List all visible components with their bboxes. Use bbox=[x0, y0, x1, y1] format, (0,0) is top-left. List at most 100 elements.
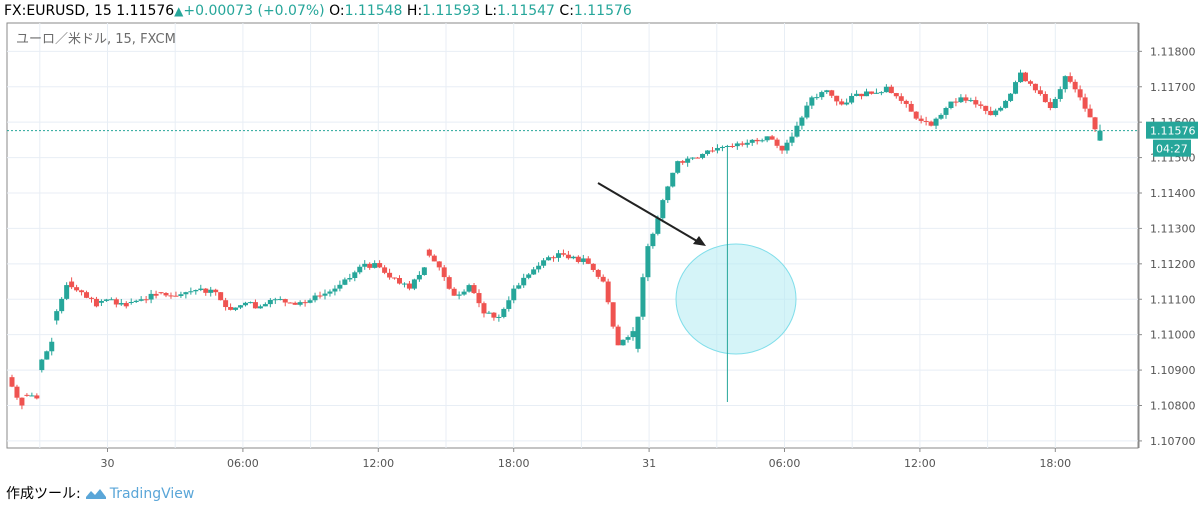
candle-body[interactable] bbox=[630, 331, 636, 338]
candle-body[interactable] bbox=[670, 172, 676, 187]
candle-body[interactable] bbox=[1013, 82, 1019, 94]
symbol-label[interactable]: FX:EURUSD, 15 bbox=[4, 3, 112, 19]
candle-body[interactable] bbox=[769, 136, 775, 140]
candle-body[interactable] bbox=[451, 288, 457, 296]
candle-body[interactable] bbox=[794, 125, 800, 137]
candle-body[interactable] bbox=[392, 277, 398, 279]
candle-body[interactable] bbox=[968, 100, 974, 102]
candle-body[interactable] bbox=[625, 337, 631, 340]
candle-body[interactable] bbox=[739, 143, 745, 145]
candle-body[interactable] bbox=[620, 339, 626, 346]
candle-body[interactable] bbox=[595, 269, 601, 277]
candle-body[interactable] bbox=[372, 263, 378, 268]
candle-body[interactable] bbox=[1057, 89, 1063, 99]
candle-body[interactable] bbox=[297, 302, 303, 305]
candle-body[interactable] bbox=[491, 312, 497, 318]
candle-body[interactable] bbox=[267, 299, 273, 305]
candle-body[interactable] bbox=[158, 292, 164, 294]
candle-body[interactable] bbox=[759, 140, 765, 142]
candle-body[interactable] bbox=[555, 253, 561, 258]
candle-body[interactable] bbox=[193, 290, 199, 292]
candle-body[interactable] bbox=[898, 96, 904, 101]
candle-body[interactable] bbox=[401, 283, 407, 285]
candle-body[interactable] bbox=[953, 101, 959, 103]
candle-body[interactable] bbox=[247, 302, 253, 304]
candle-body[interactable] bbox=[854, 93, 860, 96]
candle-body[interactable] bbox=[585, 258, 591, 264]
candle-body[interactable] bbox=[1018, 72, 1024, 83]
candle-body[interactable] bbox=[665, 186, 671, 201]
candle-body[interactable] bbox=[600, 276, 606, 282]
candle-body[interactable] bbox=[461, 291, 467, 295]
candle-body[interactable] bbox=[406, 283, 412, 289]
candle-body[interactable] bbox=[138, 299, 144, 301]
candle-body[interactable] bbox=[128, 302, 134, 304]
candle-body[interactable] bbox=[506, 300, 512, 309]
candle-body[interactable] bbox=[873, 92, 879, 94]
candle-body[interactable] bbox=[888, 86, 894, 94]
candle-body[interactable] bbox=[19, 397, 25, 406]
candle-body[interactable] bbox=[466, 285, 472, 292]
candle-body[interactable] bbox=[729, 146, 735, 148]
candle-body[interactable] bbox=[84, 292, 90, 298]
candle-body[interactable] bbox=[1052, 98, 1058, 108]
candle-body[interactable] bbox=[680, 161, 686, 163]
candle-body[interactable] bbox=[615, 326, 621, 346]
candle-body[interactable] bbox=[635, 316, 641, 349]
candle-body[interactable] bbox=[14, 386, 20, 398]
candle-body[interactable] bbox=[819, 92, 825, 98]
candle-body[interactable] bbox=[640, 277, 646, 317]
candle-body[interactable] bbox=[24, 394, 30, 396]
candle-body[interactable] bbox=[744, 142, 750, 145]
candle-body[interactable] bbox=[918, 118, 924, 121]
candle-body[interactable] bbox=[933, 118, 939, 126]
candle-body[interactable] bbox=[54, 311, 60, 321]
candle-body[interactable] bbox=[511, 288, 517, 301]
candle-body[interactable] bbox=[1097, 130, 1103, 141]
candle-body[interactable] bbox=[471, 285, 477, 294]
candle-body[interactable] bbox=[988, 110, 994, 116]
candle-body[interactable] bbox=[1062, 76, 1068, 90]
candle-body[interactable] bbox=[426, 249, 432, 256]
candle-body[interactable] bbox=[531, 269, 537, 275]
candle-body[interactable] bbox=[570, 256, 576, 259]
candle-body[interactable] bbox=[655, 218, 661, 234]
candle-body[interactable] bbox=[39, 359, 45, 371]
candle-body[interactable] bbox=[1087, 108, 1093, 118]
candle-body[interactable] bbox=[814, 97, 820, 99]
candle-body[interactable] bbox=[943, 108, 949, 115]
candle-body[interactable] bbox=[709, 150, 715, 152]
candle-body[interactable] bbox=[958, 97, 964, 103]
candle-body[interactable] bbox=[322, 293, 328, 296]
candle-body[interactable] bbox=[565, 254, 571, 259]
candle-body[interactable] bbox=[1042, 94, 1048, 103]
candle-body[interactable] bbox=[377, 263, 383, 268]
candle-body[interactable] bbox=[864, 91, 870, 97]
candle-body[interactable] bbox=[948, 101, 954, 108]
candle-body[interactable] bbox=[153, 293, 159, 296]
candle-body[interactable] bbox=[79, 290, 85, 293]
candle-body[interactable] bbox=[74, 287, 80, 291]
candle-body[interactable] bbox=[277, 299, 283, 301]
candle-body[interactable] bbox=[496, 316, 502, 318]
candle-body[interactable] bbox=[411, 279, 417, 289]
candle-body[interactable] bbox=[799, 117, 805, 126]
candle-body[interactable] bbox=[1027, 81, 1033, 84]
candle-body[interactable] bbox=[928, 121, 934, 126]
candle-body[interactable] bbox=[938, 114, 944, 119]
candle-body[interactable] bbox=[834, 95, 840, 102]
candle-body[interactable] bbox=[1092, 117, 1098, 130]
candle-body[interactable] bbox=[774, 139, 780, 146]
candle-body[interactable] bbox=[173, 295, 179, 297]
candle-body[interactable] bbox=[238, 305, 244, 308]
candle-body[interactable] bbox=[98, 300, 104, 303]
candle-body[interactable] bbox=[789, 136, 795, 143]
candle-body[interactable] bbox=[829, 90, 835, 96]
candlestick-chart[interactable]: 1.118001.117001.116001.115001.114001.113… bbox=[0, 0, 1200, 480]
candle-body[interactable] bbox=[536, 265, 542, 270]
candle-body[interactable] bbox=[292, 302, 298, 305]
candle-body[interactable] bbox=[913, 111, 919, 119]
candle-body[interactable] bbox=[446, 277, 452, 289]
candle-body[interactable] bbox=[541, 260, 547, 266]
candle-body[interactable] bbox=[1032, 83, 1038, 91]
